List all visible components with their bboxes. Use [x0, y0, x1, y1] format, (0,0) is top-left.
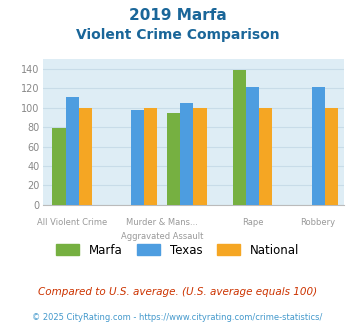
Text: Compared to U.S. average. (U.S. average equals 100): Compared to U.S. average. (U.S. average … [38, 287, 317, 297]
Text: Violent Crime Comparison: Violent Crime Comparison [76, 28, 279, 42]
Bar [53, 128, 66, 205]
Text: Rape: Rape [242, 218, 263, 227]
Bar [312, 86, 325, 205]
Text: Murder & Mans...: Murder & Mans... [126, 218, 198, 227]
Bar [259, 108, 272, 205]
Text: © 2025 CityRating.com - https://www.cityrating.com/crime-statistics/: © 2025 CityRating.com - https://www.city… [32, 314, 323, 322]
Bar [180, 103, 193, 205]
Text: All Violent Crime: All Violent Crime [37, 218, 107, 227]
Text: Robbery: Robbery [301, 218, 336, 227]
Text: Aggravated Assault: Aggravated Assault [121, 232, 203, 241]
Bar [246, 87, 259, 205]
Bar [144, 108, 157, 205]
Bar [325, 108, 338, 205]
Legend: Marfa, Texas, National: Marfa, Texas, National [51, 239, 304, 261]
Bar [66, 97, 79, 205]
Bar [167, 113, 180, 205]
Bar [193, 108, 207, 205]
Bar [233, 70, 246, 205]
Bar [131, 110, 144, 205]
Bar [79, 108, 92, 205]
Text: 2019 Marfa: 2019 Marfa [129, 8, 226, 23]
